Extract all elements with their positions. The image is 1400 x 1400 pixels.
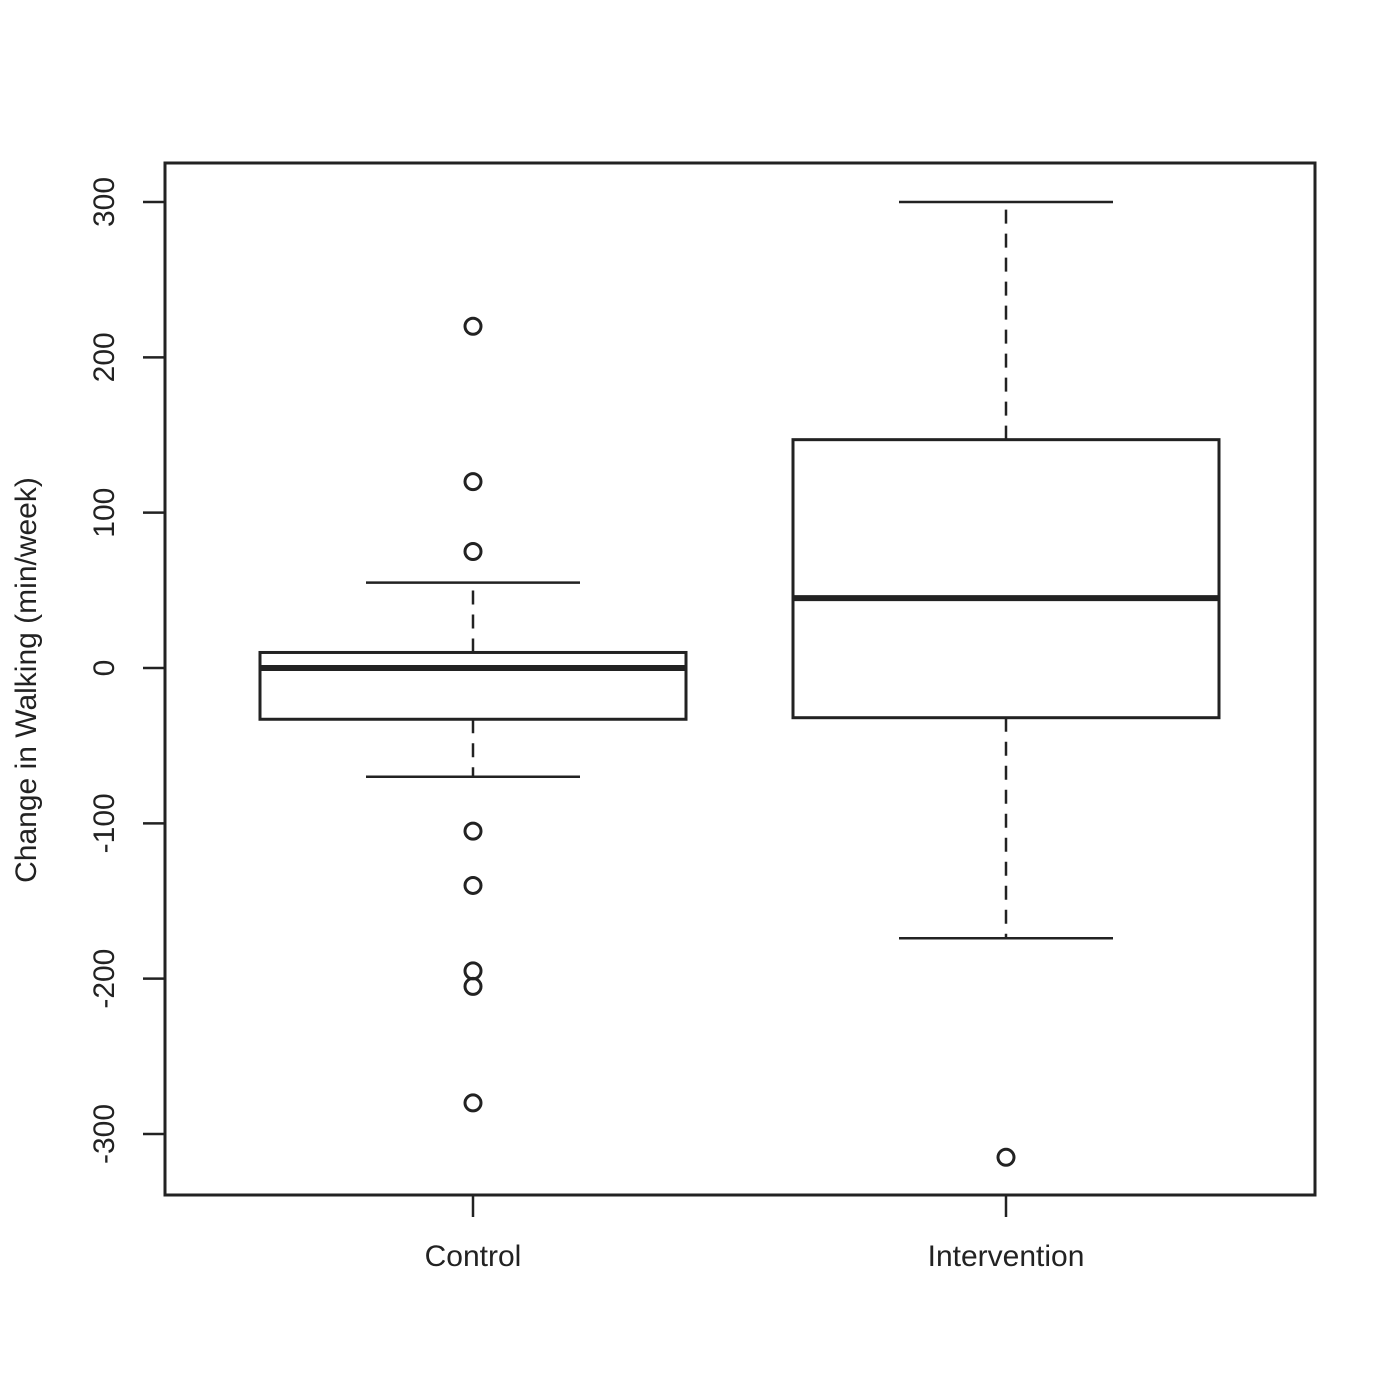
- iqr-box: [791, 438, 1221, 720]
- y-tick-label: -100: [88, 793, 121, 853]
- y-axis: -300 -200 -100 0 100 200 300: [88, 177, 165, 1164]
- y-axis-label: Change in Walking (min/week): [10, 477, 43, 883]
- outlier-point: [463, 316, 483, 336]
- outlier-point: [463, 472, 483, 492]
- y-tick-label: 100: [88, 488, 121, 538]
- y-tick-label: 0: [88, 660, 121, 677]
- y-tick-label: -200: [88, 949, 121, 1009]
- boxes-layer: [258, 200, 1221, 1167]
- box-group: [258, 316, 688, 1113]
- iqr-box: [258, 650, 688, 721]
- box-group: [791, 200, 1221, 1167]
- y-tick-label: 200: [88, 332, 121, 382]
- outlier-point: [463, 961, 483, 981]
- outlier-point: [463, 542, 483, 562]
- outlier-point: [463, 1093, 483, 1113]
- plot-area-frame: [163, 161, 1317, 1197]
- outlier-point: [463, 976, 483, 996]
- x-tick-label: Intervention: [928, 1240, 1085, 1273]
- x-tick-label: Control: [425, 1240, 522, 1273]
- outlier-point: [463, 821, 483, 841]
- outlier-point: [463, 875, 483, 895]
- y-tick-label: -300: [88, 1104, 121, 1164]
- y-tick-label: 300: [88, 177, 121, 227]
- x-axis: Control Intervention: [425, 1195, 1085, 1273]
- outlier-point: [996, 1147, 1016, 1167]
